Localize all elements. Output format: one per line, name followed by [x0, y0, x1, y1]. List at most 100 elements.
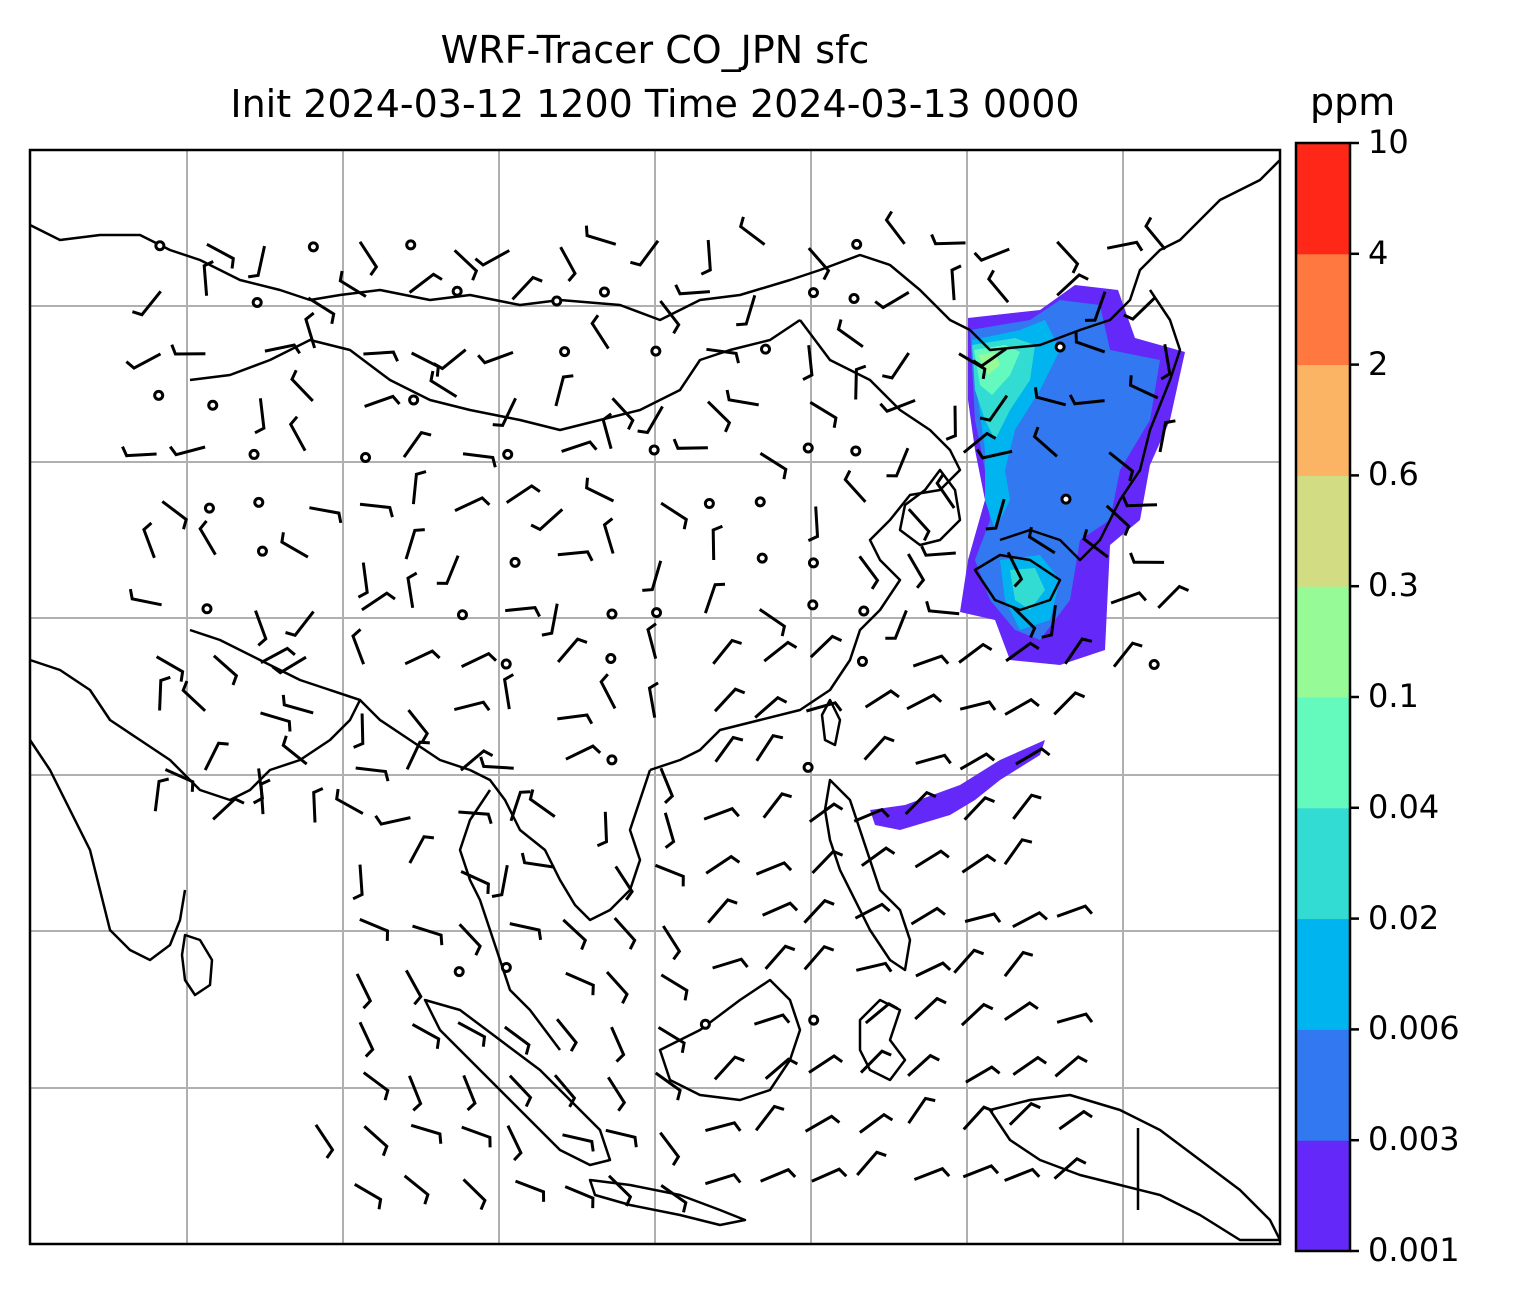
wind-barb	[362, 1071, 390, 1101]
wind-barb	[264, 343, 301, 355]
colorbar-segment	[1296, 253, 1350, 366]
wind-barb	[854, 364, 867, 400]
wind-barb	[271, 655, 307, 675]
wind-barb	[962, 1164, 1000, 1179]
wind-barb	[1121, 495, 1158, 508]
wind-barb	[408, 835, 435, 864]
wind-barb	[590, 314, 610, 350]
wind-barb	[203, 741, 229, 771]
wind-barb	[514, 1179, 546, 1202]
calm-marker	[851, 238, 863, 250]
wind-barb	[958, 642, 993, 664]
wind-barb	[412, 924, 444, 946]
wind-barb	[964, 912, 1002, 923]
plume-taiwan-streak	[870, 740, 1045, 830]
wind-barb	[754, 1104, 785, 1132]
wind-barb	[125, 352, 162, 370]
wind-barb	[1004, 1167, 1041, 1182]
wind-barb	[411, 1023, 441, 1050]
colorbar-tick-label: 0.6	[1368, 455, 1419, 494]
colorbar-tick-label: 0.1	[1368, 677, 1419, 715]
colorbar-segment	[1296, 364, 1350, 476]
wind-barb	[808, 1054, 844, 1074]
wind-barb	[477, 350, 514, 365]
wind-barb	[1032, 426, 1058, 458]
wind-barb	[759, 452, 788, 480]
wind-barb	[960, 1002, 994, 1027]
wind-barb	[907, 508, 931, 542]
wind-barb	[1056, 1012, 1094, 1024]
wind-barbs	[121, 210, 1190, 1213]
wind-barb	[506, 1125, 523, 1162]
wind-barb	[754, 695, 788, 719]
coast-malay	[458, 789, 561, 1051]
wind-barb	[312, 787, 324, 823]
wind-barb	[660, 501, 688, 530]
wind-barb	[703, 582, 726, 614]
wind-barb	[985, 498, 1006, 531]
wind-barb	[925, 600, 960, 616]
calm-marker	[703, 498, 715, 510]
coast-srilanka	[180, 933, 214, 997]
wind-barb	[904, 790, 937, 815]
wind-barb	[461, 1125, 492, 1148]
wind-barb	[596, 811, 609, 848]
wind-barb	[755, 861, 793, 876]
calm-marker	[850, 445, 862, 457]
wind-barb	[462, 1178, 487, 1211]
wind-barb	[672, 438, 708, 450]
wind-barb	[760, 1167, 797, 1183]
wind-barb	[674, 284, 711, 296]
calm-marker	[598, 286, 610, 298]
wind-barb	[856, 1150, 887, 1176]
wind-barb	[973, 247, 1010, 262]
wind-barb	[355, 766, 390, 782]
gridlines	[30, 150, 1280, 1244]
wind-barb	[843, 469, 867, 503]
wind-barb	[198, 519, 217, 556]
colorbar-segment	[1296, 918, 1350, 1030]
calm-marker	[154, 240, 166, 252]
colorbar-segment	[1296, 807, 1350, 920]
wind-barb	[1058, 1109, 1093, 1131]
colorbar-tick-label: 0.006	[1368, 1009, 1460, 1048]
wind-barb	[1034, 387, 1067, 407]
wind-barb	[950, 264, 962, 301]
wind-barb	[753, 1013, 791, 1026]
wind-barb	[509, 922, 543, 941]
coast-sumatra	[423, 998, 612, 1167]
wind-barb	[959, 700, 997, 711]
wind-barb	[755, 734, 784, 762]
wind-barb	[363, 350, 399, 362]
wind-barb	[885, 609, 908, 640]
calm-marker	[808, 1014, 820, 1026]
coast-borneo	[658, 978, 802, 1102]
wind-barb	[864, 1001, 899, 1025]
title-line-1: WRF-Tracer CO_JPN sfc	[440, 28, 870, 72]
wind-barb	[314, 1123, 335, 1159]
wind-barb	[511, 275, 543, 301]
calm-wind-markers	[153, 238, 1160, 1030]
wind-barb	[1015, 746, 1051, 766]
title-line-2: Init 2024-03-12 1200 Time 2024-03-13 000…	[230, 82, 1080, 126]
wind-barb	[554, 374, 574, 407]
coast-newguinea	[988, 1093, 1282, 1242]
wind-barb	[259, 778, 271, 815]
wind-barb	[907, 553, 926, 589]
wind-barb	[607, 1174, 633, 1207]
wind-barb	[285, 610, 315, 638]
wind-barb	[374, 814, 411, 826]
calm-marker	[207, 399, 219, 411]
wind-barb	[1012, 793, 1042, 820]
coast-russia-north	[29, 223, 971, 332]
wind-barb	[351, 628, 366, 665]
calm-marker	[807, 287, 819, 299]
wind-barb	[407, 709, 430, 743]
wind-barb	[402, 430, 432, 458]
wind-barb	[153, 777, 170, 812]
calm-marker	[754, 496, 766, 508]
wind-barb	[662, 925, 682, 961]
wind-barb	[986, 269, 1010, 304]
wind-barb	[611, 397, 635, 431]
calm-marker	[1060, 493, 1072, 505]
